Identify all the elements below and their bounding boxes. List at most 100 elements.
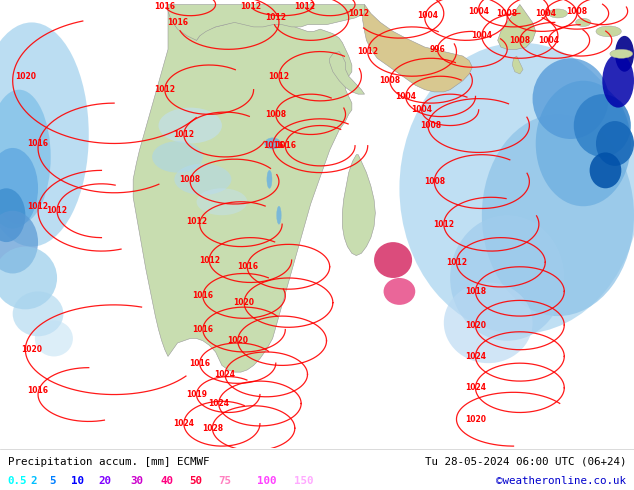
Text: 1016: 1016	[275, 141, 296, 150]
Text: 1008: 1008	[566, 7, 588, 16]
Ellipse shape	[174, 164, 231, 195]
Text: 1016: 1016	[192, 325, 214, 334]
Ellipse shape	[590, 152, 621, 188]
Polygon shape	[330, 51, 365, 94]
Text: 1019: 1019	[186, 390, 207, 399]
Ellipse shape	[267, 171, 272, 188]
Text: 1024: 1024	[208, 399, 230, 408]
Polygon shape	[512, 56, 523, 74]
Ellipse shape	[536, 81, 631, 206]
Text: 1008: 1008	[179, 175, 201, 184]
Ellipse shape	[13, 292, 63, 336]
Text: 1020: 1020	[465, 320, 486, 330]
Polygon shape	[342, 155, 375, 256]
Ellipse shape	[548, 9, 567, 18]
Text: 1020: 1020	[465, 415, 486, 424]
Text: 1016: 1016	[192, 292, 214, 300]
Ellipse shape	[0, 90, 51, 224]
Text: 1008: 1008	[379, 76, 401, 85]
Text: 1004: 1004	[534, 9, 556, 18]
Text: 1012: 1012	[433, 220, 455, 229]
Ellipse shape	[533, 58, 609, 139]
Text: 1004: 1004	[538, 36, 559, 45]
Text: 1018: 1018	[465, 287, 486, 296]
Text: 1024: 1024	[214, 370, 236, 379]
Text: 1012: 1012	[240, 2, 261, 11]
Ellipse shape	[152, 141, 203, 172]
Text: 1020: 1020	[21, 345, 42, 354]
Text: 1016: 1016	[189, 359, 210, 368]
Ellipse shape	[384, 278, 415, 305]
Polygon shape	[168, 4, 365, 40]
Text: 75: 75	[219, 476, 232, 486]
Text: 30: 30	[130, 476, 143, 486]
Ellipse shape	[265, 138, 280, 149]
Text: 1012: 1012	[446, 258, 467, 267]
Ellipse shape	[450, 215, 564, 341]
Text: 1008: 1008	[420, 121, 442, 130]
Text: 1008: 1008	[496, 9, 518, 18]
Ellipse shape	[0, 148, 38, 229]
Text: 20: 20	[98, 476, 112, 486]
Ellipse shape	[596, 121, 634, 166]
Text: 1012: 1012	[357, 47, 378, 56]
Text: 1016: 1016	[263, 141, 285, 150]
Ellipse shape	[197, 188, 247, 215]
Text: 1016: 1016	[27, 386, 49, 394]
Text: 1008: 1008	[265, 110, 287, 119]
Text: 996: 996	[430, 45, 445, 54]
Text: Precipitation accum. [mm] ECMWF: Precipitation accum. [mm] ECMWF	[8, 457, 209, 466]
Text: 1008: 1008	[509, 36, 531, 45]
Text: 1012: 1012	[173, 130, 195, 139]
Text: 1020: 1020	[233, 298, 255, 307]
Ellipse shape	[0, 188, 25, 242]
Ellipse shape	[399, 43, 634, 334]
Text: 1012: 1012	[347, 9, 369, 18]
Text: 1012: 1012	[186, 218, 207, 226]
Text: 1004: 1004	[395, 92, 417, 101]
Ellipse shape	[615, 36, 634, 72]
Text: 1004: 1004	[411, 105, 432, 114]
Text: 1020: 1020	[15, 72, 36, 81]
Ellipse shape	[0, 246, 57, 309]
Text: 1016: 1016	[236, 262, 258, 271]
Polygon shape	[363, 4, 472, 92]
Text: 1008: 1008	[424, 177, 445, 186]
Text: 1012: 1012	[294, 2, 315, 11]
Ellipse shape	[374, 242, 412, 278]
Text: 2: 2	[30, 476, 37, 486]
Ellipse shape	[276, 206, 281, 224]
Ellipse shape	[0, 23, 89, 246]
Text: 5: 5	[49, 476, 56, 486]
Text: 1004: 1004	[417, 11, 439, 20]
Text: 10: 10	[71, 476, 84, 486]
Ellipse shape	[158, 108, 222, 144]
Text: 200: 200	[328, 476, 348, 486]
Text: 150: 150	[294, 476, 313, 486]
Text: 1012: 1012	[268, 72, 290, 81]
Text: 1016: 1016	[27, 139, 49, 148]
Text: 1024: 1024	[173, 419, 195, 428]
Text: 1012: 1012	[265, 13, 287, 23]
Ellipse shape	[602, 54, 634, 108]
Ellipse shape	[574, 94, 631, 157]
Text: 50: 50	[189, 476, 202, 486]
Text: 1024: 1024	[465, 352, 486, 361]
Ellipse shape	[610, 49, 633, 58]
Text: 1028: 1028	[202, 424, 223, 433]
Text: Tu 28-05-2024 06:00 UTC (06+24): Tu 28-05-2024 06:00 UTC (06+24)	[425, 457, 626, 466]
Text: 1024: 1024	[465, 383, 486, 392]
Text: 1012: 1012	[46, 206, 68, 215]
Text: ©weatheronline.co.uk: ©weatheronline.co.uk	[496, 476, 626, 486]
Ellipse shape	[596, 26, 621, 37]
Text: 1004: 1004	[471, 31, 493, 40]
Ellipse shape	[444, 282, 533, 363]
Text: 1012: 1012	[198, 256, 220, 265]
Text: 1012: 1012	[154, 85, 176, 94]
Ellipse shape	[482, 114, 634, 316]
Ellipse shape	[576, 19, 591, 26]
Text: 40: 40	[160, 476, 174, 486]
Text: 1016: 1016	[154, 2, 176, 11]
Text: 1012: 1012	[27, 202, 49, 211]
Polygon shape	[498, 4, 536, 49]
